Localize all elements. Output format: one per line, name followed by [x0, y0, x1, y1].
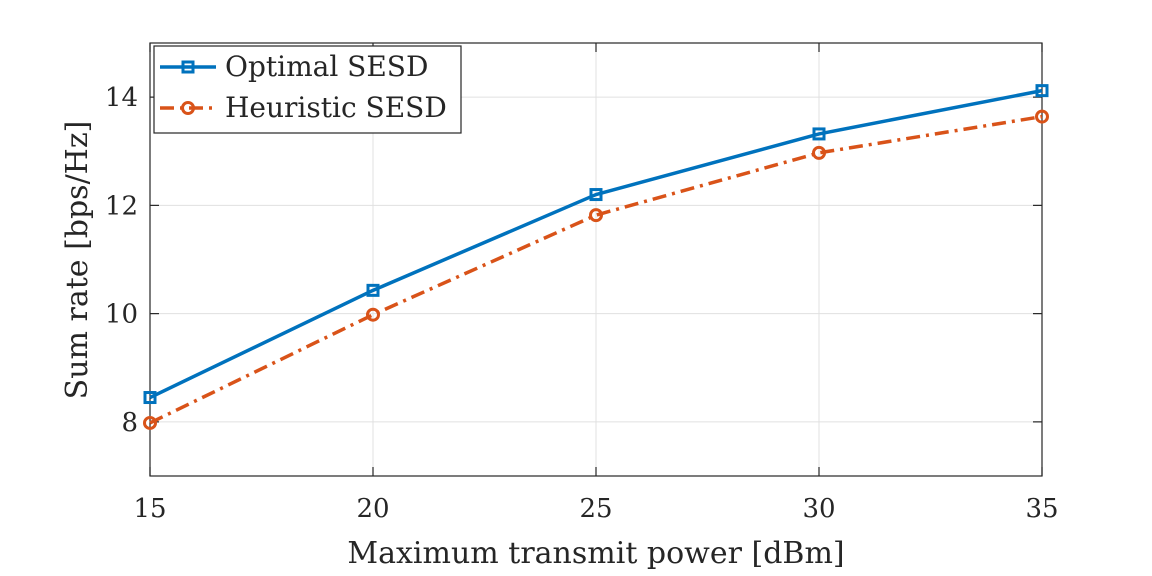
legend-item-1: Heuristic SESD	[160, 91, 447, 124]
plot-frame	[149, 42, 1043, 477]
legend-item-0: Optimal SESD	[160, 50, 428, 83]
data-point	[1035, 84, 1049, 98]
x-tick-label: 15	[133, 494, 166, 524]
y-axis-label: Sum rate [bps/Hz]	[60, 121, 95, 400]
x-tick-label: 20	[356, 494, 389, 524]
data-point	[143, 391, 157, 405]
y-tick-label: 14	[105, 83, 138, 113]
data-point	[589, 208, 603, 223]
y-tick-label: 10	[105, 300, 138, 330]
data-point	[589, 188, 603, 202]
legend-marker	[181, 101, 195, 115]
series-layer	[143, 84, 1049, 430]
data-point	[366, 307, 380, 322]
tick-labels: 15 20 25 30 35 8 10 12 14	[105, 83, 1059, 524]
y-tick-label: 12	[105, 191, 138, 221]
x-axis-label: Maximum transmit power [dBm]	[347, 536, 844, 571]
data-point	[1035, 109, 1049, 124]
series-line	[149, 88, 1043, 400]
legend-marker	[181, 60, 195, 74]
data-point	[812, 127, 826, 141]
y-tick-label: 8	[121, 408, 138, 438]
x-tick-label: 30	[802, 494, 835, 524]
data-point	[366, 283, 380, 297]
series-1	[143, 109, 1049, 430]
series-line	[149, 114, 1043, 425]
legend-label: Optimal SESD	[225, 50, 428, 83]
x-tick-label: 35	[1025, 494, 1058, 524]
legend-box	[153, 45, 462, 134]
series-0	[143, 84, 1049, 405]
data-point	[143, 415, 157, 430]
legend-label: Heuristic SESD	[225, 91, 447, 124]
data-point	[812, 145, 826, 160]
legend: Optimal SESD Heuristic SESD	[153, 45, 462, 134]
x-tick-label: 25	[579, 494, 612, 524]
